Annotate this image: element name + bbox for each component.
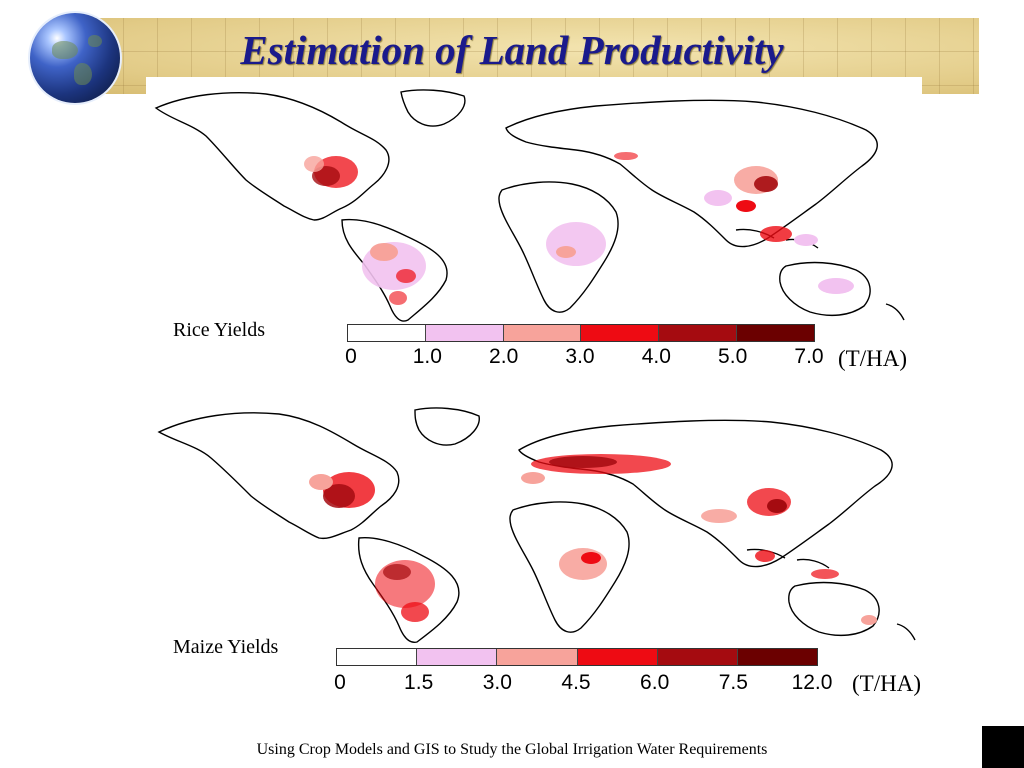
- rice-yield-map: [154, 89, 905, 322]
- australia-outline: [788, 581, 880, 637]
- page-title: Estimation of Land Productivity: [240, 27, 784, 73]
- maize-legend-swatch: [577, 649, 658, 665]
- rice-yields-label: Rice Yields: [173, 319, 266, 341]
- maize-legend-swatch: [497, 649, 578, 665]
- maize-legend-bar: [336, 648, 818, 666]
- rice-legend-tick: 0: [345, 345, 357, 368]
- africa-outline: [498, 181, 619, 313]
- rice-legend-swatch: [425, 325, 504, 341]
- rice-unit-label: (T/HA): [838, 346, 907, 371]
- maize-yield-map: [157, 407, 916, 643]
- australia-outline: [779, 261, 871, 317]
- eurasia-outline: [505, 99, 878, 248]
- maize-legend-swatch: [657, 649, 738, 665]
- corner-block: [982, 726, 1024, 768]
- maize-legend-tick: 7.5: [718, 671, 748, 694]
- rice-legend-swatch: [737, 325, 814, 341]
- rice-legend-tick: 5.0: [718, 345, 748, 368]
- maize-legend-swatch: [417, 649, 498, 665]
- maize-legend-tick: 12.0: [791, 671, 833, 694]
- rice-legend-tick: 1.0: [412, 345, 442, 368]
- rice-legend-swatch: [581, 325, 660, 341]
- south-america-outline: [357, 536, 460, 643]
- maize-legend-tick: 0: [334, 671, 346, 694]
- greenland-outline: [400, 89, 466, 127]
- rice-legend-tick: 3.0: [565, 345, 595, 368]
- north-america-outline: [154, 92, 390, 221]
- maize-legend-swatch: [337, 649, 418, 665]
- maize-yield-cells: [309, 454, 877, 625]
- rice-legend-bar: [347, 324, 815, 342]
- rice-legend-swatch: [348, 325, 426, 341]
- maize-legend-tick: 3.0: [482, 671, 512, 694]
- islands-outline: [735, 228, 905, 321]
- eurasia-outline: [518, 419, 893, 568]
- maize-yields-label: Maize Yields: [173, 636, 279, 658]
- africa-outline: [509, 501, 630, 633]
- footer-caption: Using Crop Models and GIS to Study the G…: [256, 741, 768, 758]
- map-top-margin: [146, 77, 922, 97]
- rice-yield-cells: [304, 152, 854, 305]
- maize-legend-swatch: [737, 649, 818, 665]
- rice-legend-swatch: [503, 325, 582, 341]
- maize-unit-label: (T/HA): [852, 671, 921, 696]
- maize-legend-tick: 6.0: [640, 671, 670, 694]
- north-america-outline: [157, 412, 400, 540]
- maize-legend-tick: 1.5: [404, 671, 434, 694]
- rice-legend-tick: 2.0: [489, 345, 519, 368]
- globe-icon: [30, 13, 120, 103]
- rice-legend-tick: 4.0: [641, 345, 671, 368]
- maize-legend-tick: 4.5: [561, 671, 591, 694]
- rice-legend-swatch: [659, 325, 738, 341]
- rice-legend-tick: 7.0: [794, 345, 824, 368]
- greenland-outline: [414, 407, 480, 446]
